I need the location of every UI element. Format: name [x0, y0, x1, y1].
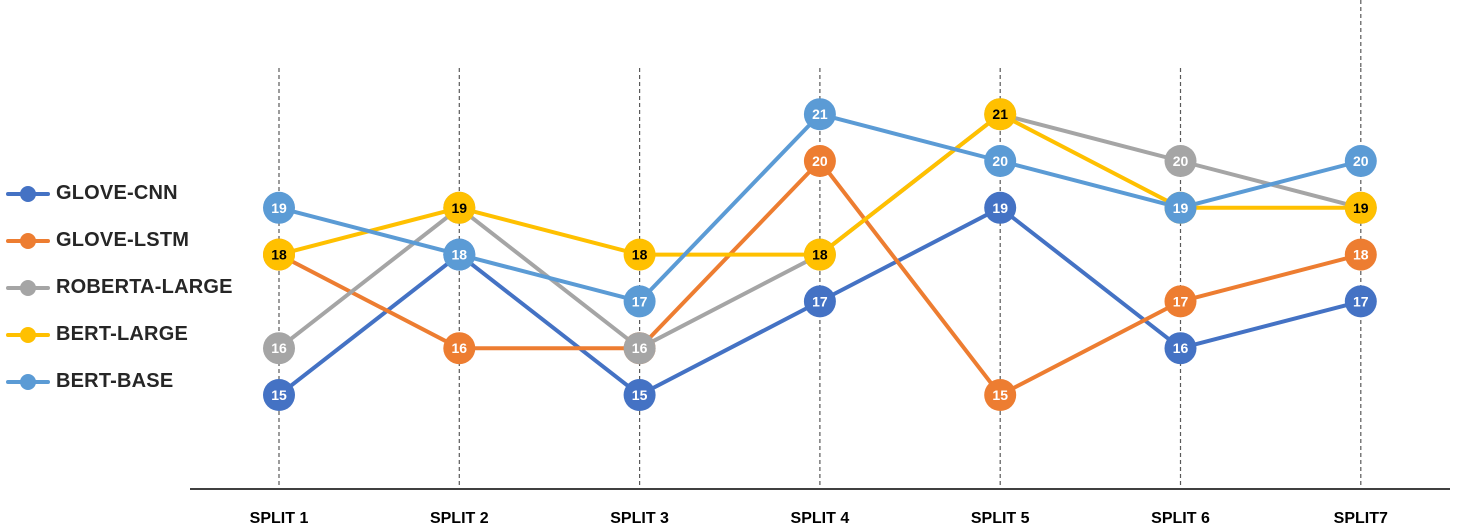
- data-point: [1344, 238, 1377, 271]
- data-point: [984, 98, 1017, 131]
- data-point: [1164, 145, 1197, 177]
- series-line-bert-large: [277, 112, 1363, 257]
- data-label: 19: [1173, 200, 1189, 216]
- legend-item: GLOVE-LSTM: [6, 217, 233, 264]
- data-label: 17: [1353, 293, 1369, 309]
- data-point: [1164, 191, 1197, 224]
- data-label: 18: [271, 247, 287, 263]
- legend-label: GLOVE-CNN: [56, 182, 178, 204]
- x-tick-label: SPLIT 2: [430, 510, 489, 527]
- data-point: [803, 145, 836, 177]
- legend-item: ROBERTA-LARGE: [6, 264, 233, 311]
- data-label: 21: [812, 106, 828, 122]
- series-markers-bert-base: 19 18 17 21 20 19 20: [263, 98, 1377, 318]
- legend-label: BERT-LARGE: [56, 323, 188, 345]
- data-label: 16: [271, 340, 287, 356]
- data-label: 19: [452, 200, 468, 216]
- data-label: 15: [992, 387, 1008, 403]
- data-point: [1344, 285, 1377, 318]
- legend-swatch: [6, 184, 50, 204]
- data-point: [1164, 285, 1197, 318]
- legend-label: GLOVE-LSTM: [56, 229, 190, 251]
- x-tick-label: SPLIT 6: [1151, 510, 1210, 527]
- data-label: 20: [812, 153, 828, 169]
- x-tick-label: SPLIT 3: [610, 510, 669, 527]
- data-label: 17: [1173, 293, 1189, 309]
- legend-swatch: [6, 231, 50, 251]
- data-label: 15: [632, 387, 648, 403]
- series-points: 1518151719161718161620151718161916182120…: [263, 98, 1377, 411]
- data-point: [984, 145, 1017, 177]
- legend-label: BERT-BASE: [56, 370, 174, 392]
- legend-item: BERT-BASE: [6, 358, 233, 405]
- data-label: 18: [1353, 247, 1369, 263]
- data-point: [803, 285, 836, 318]
- data-point: [623, 332, 656, 365]
- data-label: 21: [992, 106, 1008, 122]
- data-label: 18: [812, 247, 828, 263]
- data-label: 19: [992, 200, 1008, 216]
- data-point: [443, 191, 476, 224]
- legend-label: ROBERTA-LARGE: [56, 276, 233, 298]
- data-label: 16: [632, 340, 648, 356]
- data-point: [623, 238, 656, 271]
- data-label: 18: [452, 247, 468, 263]
- data-point: [443, 332, 476, 365]
- legend-swatch: [6, 372, 50, 392]
- data-label: 20: [1173, 153, 1189, 169]
- data-label: 18: [632, 247, 648, 263]
- data-point: [263, 238, 295, 271]
- data-label: 15: [271, 387, 287, 403]
- x-tick-label: SPLIT7: [1334, 510, 1388, 527]
- legend: GLOVE-CNN GLOVE-LSTM ROBERTA-LARGE BERT-LAR…: [6, 170, 233, 405]
- x-tick-label: SPLIT 5: [971, 510, 1030, 527]
- data-point: [984, 379, 1017, 411]
- x-tick-label: SPLIT 1: [250, 510, 309, 527]
- gridlines: [278, 0, 1362, 489]
- data-label: 17: [812, 293, 828, 309]
- data-point: [443, 238, 476, 271]
- data-label: 20: [992, 153, 1008, 169]
- data-point: [984, 191, 1017, 224]
- legend-item: BERT-LARGE: [6, 311, 233, 358]
- legend-item: GLOVE-CNN: [6, 170, 233, 217]
- x-tick-label: SPLIT 4: [791, 510, 850, 527]
- legend-swatch: [6, 325, 50, 345]
- data-label: 20: [1353, 153, 1369, 169]
- data-point: [1344, 191, 1377, 224]
- data-point: [1164, 332, 1197, 365]
- data-point: [623, 379, 656, 411]
- data-point: [1344, 145, 1377, 177]
- data-point: [803, 238, 836, 271]
- data-point: [623, 285, 656, 318]
- data-label: 19: [271, 200, 287, 216]
- data-label: 16: [452, 340, 468, 356]
- data-point: [803, 98, 836, 131]
- data-label: 16: [1173, 340, 1189, 356]
- data-point: [263, 379, 295, 411]
- x-tick-labels: SPLIT 1 SPLIT 2 SPLIT 3 SPLIT 4 SPLIT 5 SPLIT…: [250, 510, 1388, 527]
- data-point: [263, 191, 295, 224]
- data-point: [263, 332, 295, 365]
- legend-swatch: [6, 278, 50, 298]
- data-label: 17: [632, 293, 648, 309]
- data-label: 19: [1353, 200, 1369, 216]
